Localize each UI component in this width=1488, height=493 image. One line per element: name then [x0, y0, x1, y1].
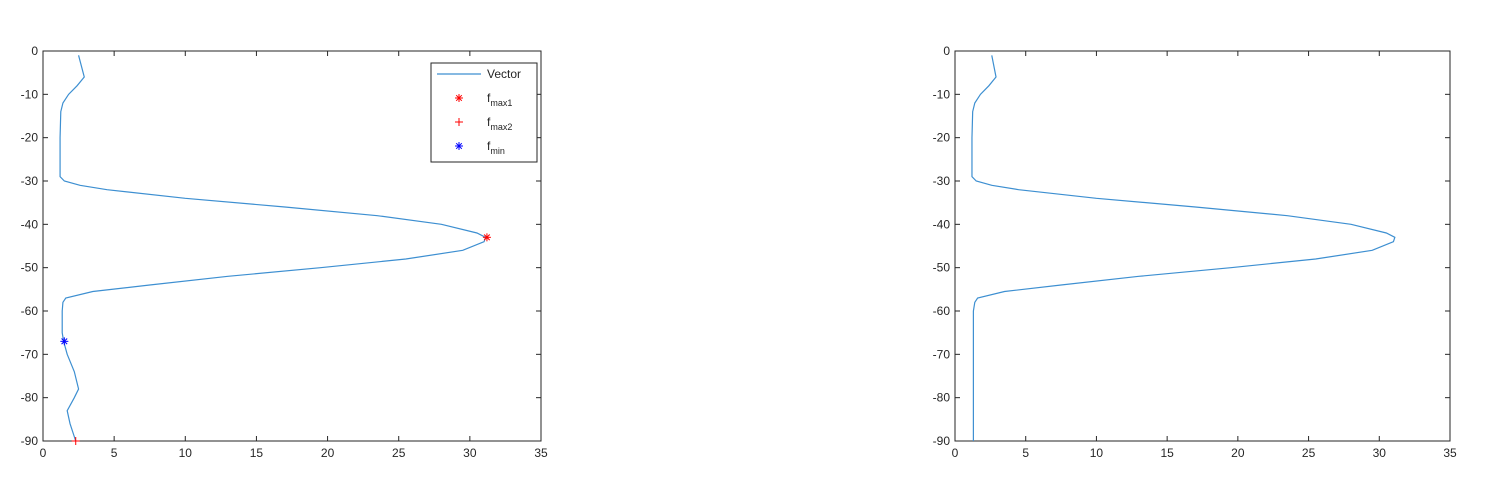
legend-subscript: min — [490, 146, 505, 156]
x-tick-label: 0 — [40, 446, 47, 460]
y-tick-label: -30 — [21, 174, 39, 188]
y-tick-label: 0 — [31, 44, 38, 58]
data-line — [59, 55, 487, 442]
x-tick-label: 20 — [321, 446, 335, 460]
x-tick-label: 5 — [111, 446, 118, 460]
y-tick-label: -90 — [933, 434, 951, 448]
y-tick-label: -50 — [933, 261, 951, 275]
x-tick-label: 30 — [1373, 446, 1387, 460]
marker-stroke — [483, 234, 491, 241]
y-tick-label: -90 — [21, 434, 39, 448]
legend-name: Vector — [487, 67, 521, 81]
y-tick-label: -80 — [933, 391, 951, 405]
axes-box — [954, 50, 1451, 442]
x-tick-label: 20 — [1231, 446, 1245, 460]
y-tick-label: 0 — [943, 44, 950, 58]
y-tick-label: -70 — [21, 347, 39, 361]
data-marker — [60, 337, 69, 346]
legend-subscript: max1 — [490, 98, 512, 108]
data-marker — [482, 233, 491, 242]
x-tick-label: 10 — [179, 446, 193, 460]
x-tick-label: 10 — [1090, 446, 1104, 460]
legend-name: f — [487, 115, 491, 129]
marker-stroke — [455, 94, 463, 102]
y-tick-label: -70 — [933, 347, 951, 361]
y-tick-label: -10 — [933, 87, 951, 101]
legend-subscript: max2 — [490, 122, 512, 132]
data-marker — [71, 437, 80, 445]
x-tick-label: 35 — [1443, 446, 1457, 460]
y-tick-label: -60 — [21, 304, 39, 318]
y-tick-label: -50 — [21, 261, 39, 275]
x-tick-label: 25 — [392, 446, 406, 460]
x-tick-label: 25 — [1302, 446, 1316, 460]
legend-marker — [455, 142, 463, 150]
legend-label: fmin — [487, 139, 505, 156]
x-tick-label: 15 — [1160, 446, 1174, 460]
legend-name: f — [487, 91, 491, 105]
x-tick-label: 15 — [250, 446, 264, 460]
y-tick-label: -40 — [21, 217, 39, 231]
x-tick-label: 30 — [463, 446, 477, 460]
y-tick-label: -10 — [21, 87, 39, 101]
legend-label: fmax1 — [487, 91, 512, 108]
y-tick-label: -60 — [933, 304, 951, 318]
legend-box — [430, 62, 538, 163]
y-tick-label: -40 — [933, 217, 951, 231]
y-tick-label: -20 — [21, 131, 39, 145]
x-tick-label: 0 — [952, 446, 959, 460]
legend-marker — [455, 118, 463, 126]
x-tick-label: 5 — [1022, 446, 1029, 460]
y-tick-label: -80 — [21, 391, 39, 405]
legend-name: f — [487, 139, 491, 153]
y-tick-label: -20 — [933, 131, 951, 145]
legend-label: fmax2 — [487, 115, 512, 132]
legend-label: Vector — [487, 67, 521, 81]
marker-stroke — [61, 338, 68, 345]
y-tick-label: -30 — [933, 174, 951, 188]
marker-stroke — [455, 142, 463, 150]
legend-marker — [455, 94, 463, 102]
data-line — [971, 55, 1396, 441]
x-tick-label: 35 — [534, 446, 548, 460]
